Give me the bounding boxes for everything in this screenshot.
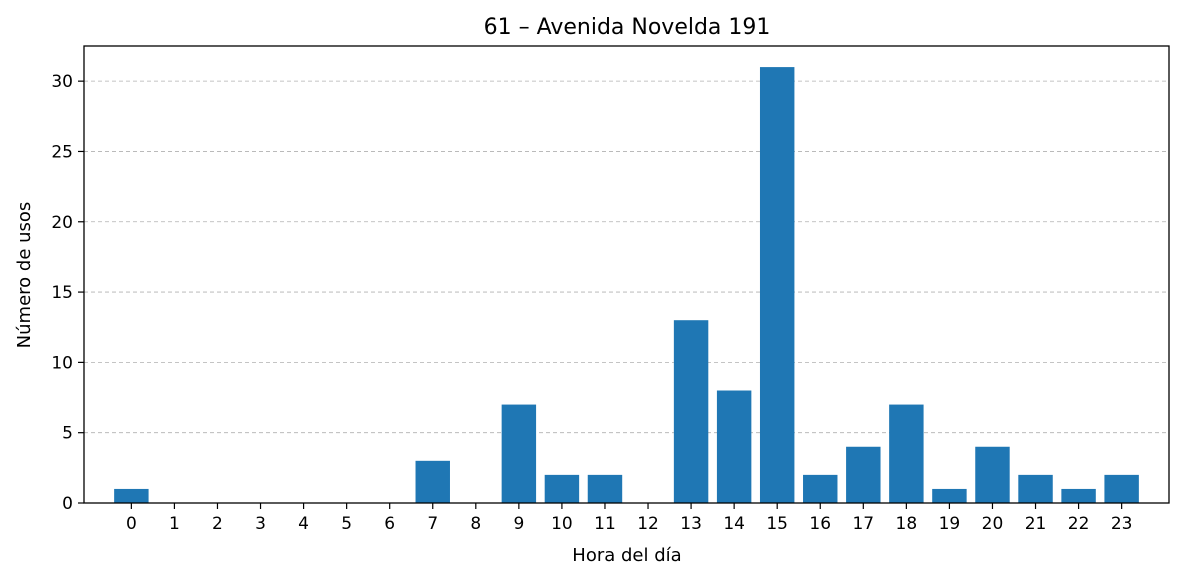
x-tick-label: 16 [809, 514, 831, 534]
y-axis-label: Número de usos [14, 202, 35, 349]
bar [975, 446, 1010, 503]
x-tick-label: 8 [470, 514, 481, 534]
bar [803, 474, 838, 503]
x-tick-label: 3 [255, 514, 266, 534]
x-tick-label: 23 [1111, 514, 1133, 534]
x-tick-label: 20 [982, 514, 1004, 534]
x-tick-label: 0 [126, 514, 137, 534]
x-tick-label: 11 [594, 514, 616, 534]
bar [1018, 474, 1053, 503]
x-tick-label: 4 [298, 514, 309, 534]
y-axis: 0 5 10 15 20 25 30 [51, 72, 84, 514]
x-axis: 0 1 2 3 4 5 6 7 8 9 10 11 12 13 14 15 16 17 18 19 20 21 22 23 [126, 503, 1133, 534]
x-tick-label: 5 [341, 514, 352, 534]
x-tick-label: 21 [1025, 514, 1047, 534]
bar [114, 488, 149, 503]
y-tick-label: 10 [51, 353, 73, 373]
bar [759, 67, 795, 503]
y-tick-label: 0 [62, 494, 73, 514]
bar [673, 320, 709, 503]
x-tick-label: 10 [551, 514, 573, 534]
x-tick-label: 7 [427, 514, 438, 534]
bar [846, 446, 881, 503]
x-tick-label: 2 [212, 514, 223, 534]
y-tick-label: 15 [51, 283, 73, 303]
x-tick-label: 6 [384, 514, 395, 534]
bar [501, 404, 537, 503]
x-tick-label: 1 [169, 514, 180, 534]
y-tick-label: 20 [51, 213, 73, 233]
bar [1061, 488, 1096, 503]
x-axis-label: Hora del día [572, 545, 681, 566]
plot-frame [83, 45, 1170, 504]
bars [114, 67, 1139, 503]
chart-title: 61 – Avenida Novelda 191 [484, 15, 771, 40]
bar [587, 474, 623, 503]
y-tick-label: 25 [51, 142, 73, 162]
x-tick-label: 14 [723, 514, 745, 534]
x-tick-label: 9 [513, 514, 524, 534]
bar [716, 390, 752, 503]
y-tick-label: 30 [51, 72, 73, 92]
gridlines [84, 80, 1169, 434]
x-tick-label: 15 [766, 514, 788, 534]
x-tick-label: 18 [896, 514, 918, 534]
x-tick-label: 19 [939, 514, 961, 534]
bar [932, 488, 967, 503]
bar [1104, 474, 1139, 503]
bar [889, 404, 924, 503]
x-tick-label: 17 [852, 514, 874, 534]
x-tick-label: 13 [680, 514, 702, 534]
x-tick-label: 22 [1068, 514, 1090, 534]
bar [544, 474, 580, 503]
y-tick-label: 5 [62, 424, 73, 444]
bar [415, 460, 450, 503]
x-tick-label: 12 [637, 514, 659, 534]
